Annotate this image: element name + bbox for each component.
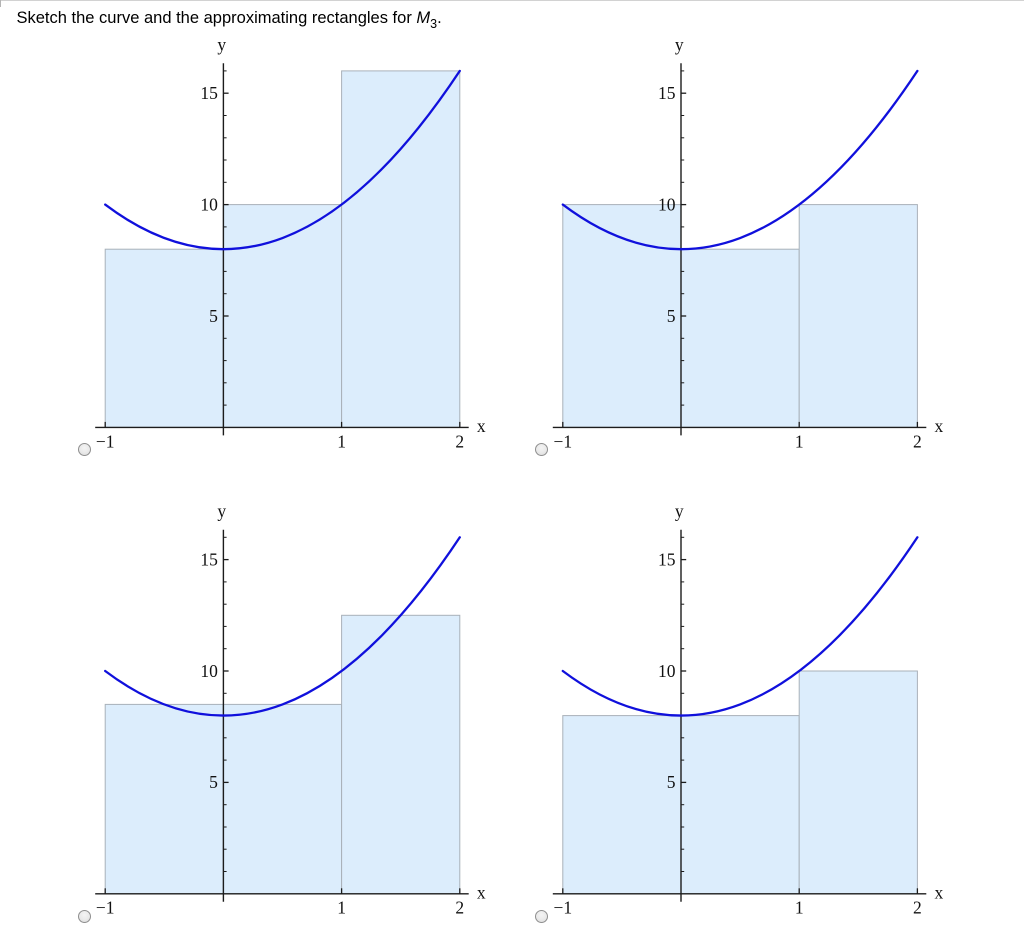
svg-text:1: 1 [337,431,346,451]
svg-text:5: 5 [209,772,218,792]
svg-text:10: 10 [658,661,676,681]
svg-text:1: 1 [795,898,804,918]
svg-text:y: y [675,34,684,54]
svg-text:1: 1 [337,898,346,918]
svg-text:y: y [675,501,684,521]
svg-text:10: 10 [200,194,218,214]
svg-text:y: y [217,34,226,54]
svg-text:5: 5 [667,306,676,326]
svg-text:x: x [935,882,944,902]
svg-text:−1: −1 [553,898,572,918]
svg-text:15: 15 [658,83,676,103]
svg-text:2: 2 [455,431,464,451]
svg-text:10: 10 [200,661,218,681]
svg-text:15: 15 [200,549,218,569]
svg-text:2: 2 [455,898,464,918]
svg-text:2: 2 [913,431,922,451]
svg-text:−1: −1 [96,898,115,918]
svg-text:y: y [217,501,226,521]
svg-text:5: 5 [209,306,218,326]
svg-text:x: x [935,416,944,436]
svg-text:10: 10 [658,194,676,214]
svg-text:−1: −1 [96,431,115,451]
svg-text:2: 2 [913,898,922,918]
svg-text:15: 15 [200,83,218,103]
svg-text:15: 15 [658,549,676,569]
svg-text:5: 5 [667,772,676,792]
svg-text:x: x [477,416,486,436]
svg-text:1: 1 [795,431,804,451]
svg-text:−1: −1 [553,431,572,451]
svg-text:x: x [477,882,486,902]
